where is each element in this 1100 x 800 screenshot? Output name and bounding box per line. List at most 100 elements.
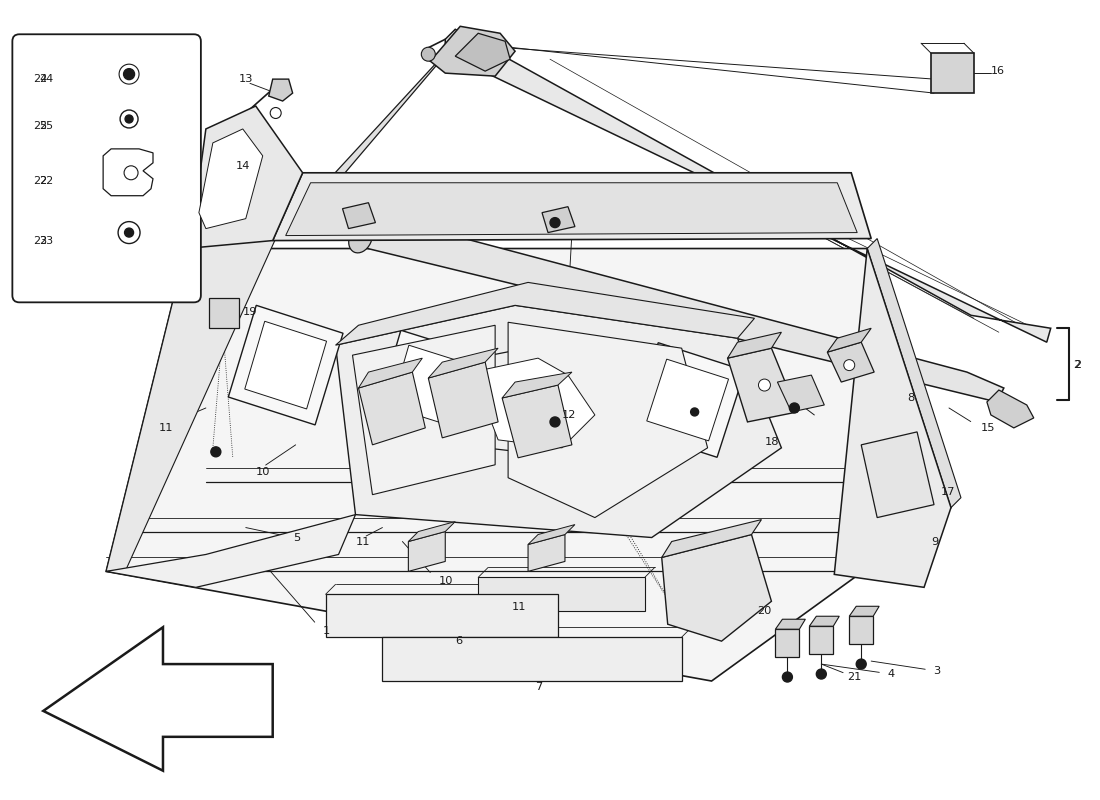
- Polygon shape: [430, 26, 515, 76]
- Text: 24: 24: [33, 74, 47, 84]
- Polygon shape: [542, 206, 575, 233]
- Text: 23: 23: [33, 235, 47, 246]
- Text: 5: 5: [293, 533, 300, 542]
- Polygon shape: [776, 619, 805, 630]
- Polygon shape: [390, 345, 465, 425]
- Text: 10: 10: [255, 466, 271, 477]
- Text: 1: 1: [322, 626, 330, 636]
- Circle shape: [124, 166, 138, 180]
- Polygon shape: [849, 616, 873, 644]
- Circle shape: [816, 669, 826, 679]
- Polygon shape: [630, 342, 745, 458]
- Polygon shape: [383, 637, 682, 681]
- Polygon shape: [455, 345, 612, 458]
- Polygon shape: [359, 372, 426, 445]
- Circle shape: [211, 447, 221, 457]
- Polygon shape: [245, 322, 327, 409]
- Polygon shape: [199, 129, 263, 229]
- Text: 2: 2: [1074, 360, 1081, 370]
- Polygon shape: [810, 626, 834, 654]
- Text: 25: 25: [40, 121, 54, 131]
- Text: 23: 23: [40, 235, 54, 246]
- Polygon shape: [273, 173, 871, 241]
- Text: 18: 18: [764, 437, 779, 447]
- Polygon shape: [727, 348, 798, 422]
- Polygon shape: [376, 330, 481, 440]
- Text: 13: 13: [239, 74, 253, 84]
- Text: 9: 9: [931, 537, 938, 546]
- Circle shape: [782, 672, 792, 682]
- Polygon shape: [778, 375, 824, 412]
- Text: 25: 25: [33, 121, 47, 131]
- Polygon shape: [834, 249, 952, 587]
- Polygon shape: [647, 359, 728, 441]
- Polygon shape: [528, 534, 565, 571]
- Circle shape: [790, 403, 800, 413]
- Polygon shape: [776, 630, 800, 657]
- Polygon shape: [103, 149, 153, 196]
- Text: 24: 24: [40, 74, 54, 84]
- Polygon shape: [455, 34, 510, 71]
- Text: 22: 22: [40, 176, 54, 186]
- Polygon shape: [229, 306, 343, 425]
- Text: 15: 15: [981, 423, 996, 433]
- Polygon shape: [528, 525, 575, 545]
- FancyBboxPatch shape: [12, 34, 201, 302]
- Circle shape: [124, 228, 133, 237]
- Circle shape: [118, 222, 140, 243]
- Polygon shape: [355, 216, 1004, 402]
- Circle shape: [123, 69, 134, 80]
- Polygon shape: [849, 606, 879, 616]
- Polygon shape: [268, 79, 293, 101]
- Text: 11: 11: [355, 537, 370, 546]
- Text: 20: 20: [758, 606, 772, 616]
- Polygon shape: [810, 616, 839, 626]
- Polygon shape: [867, 238, 961, 508]
- Circle shape: [844, 360, 855, 370]
- Polygon shape: [861, 432, 934, 518]
- Circle shape: [125, 115, 133, 123]
- Polygon shape: [478, 578, 645, 611]
- Text: 19: 19: [243, 307, 257, 318]
- Polygon shape: [508, 322, 707, 518]
- Polygon shape: [43, 627, 273, 770]
- Polygon shape: [273, 43, 455, 241]
- Polygon shape: [106, 238, 276, 571]
- Polygon shape: [342, 202, 375, 229]
- Text: 3: 3: [934, 666, 940, 676]
- Polygon shape: [827, 328, 871, 352]
- Text: 8: 8: [908, 393, 914, 403]
- Circle shape: [759, 379, 770, 391]
- Polygon shape: [352, 326, 495, 494]
- Circle shape: [856, 659, 866, 669]
- Polygon shape: [186, 106, 302, 249]
- Polygon shape: [662, 519, 761, 558]
- Text: 17: 17: [940, 486, 956, 497]
- Polygon shape: [472, 358, 595, 448]
- Text: 7: 7: [535, 682, 542, 692]
- Circle shape: [271, 107, 282, 118]
- Polygon shape: [106, 514, 355, 587]
- Text: 4: 4: [888, 669, 894, 679]
- Circle shape: [691, 408, 698, 416]
- Text: 22: 22: [33, 176, 47, 186]
- Polygon shape: [827, 342, 875, 382]
- Text: 11: 11: [160, 423, 174, 433]
- Circle shape: [550, 218, 560, 228]
- Text: 2: 2: [1074, 360, 1081, 370]
- Polygon shape: [987, 390, 1034, 428]
- Polygon shape: [662, 534, 771, 641]
- Text: 12: 12: [562, 410, 576, 420]
- Text: 6: 6: [455, 636, 462, 646]
- Text: 21: 21: [847, 672, 861, 682]
- Text: 14: 14: [235, 161, 250, 171]
- Polygon shape: [502, 372, 572, 398]
- Circle shape: [550, 417, 560, 427]
- Polygon shape: [106, 249, 952, 681]
- Circle shape: [421, 47, 436, 61]
- Polygon shape: [502, 385, 572, 458]
- Text: 16: 16: [991, 66, 1005, 76]
- Polygon shape: [428, 348, 498, 378]
- Polygon shape: [359, 358, 422, 388]
- Polygon shape: [428, 362, 498, 438]
